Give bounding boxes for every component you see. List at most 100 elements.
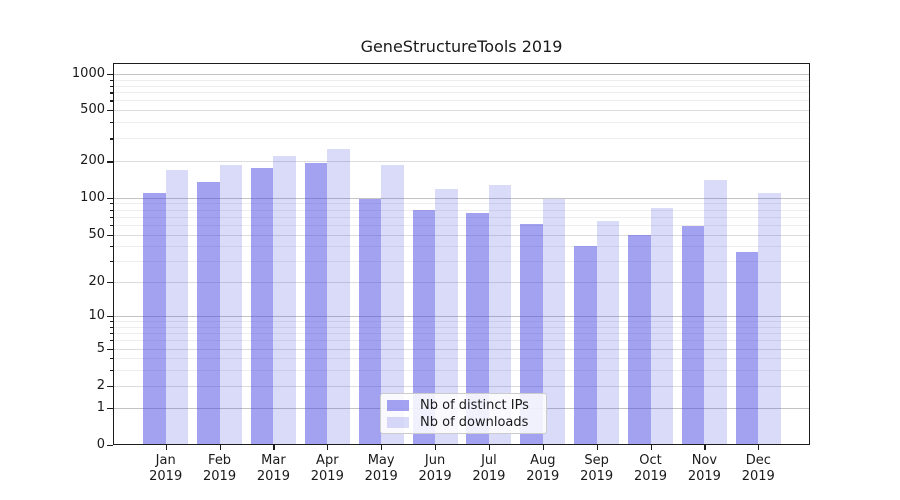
bar-downloads-dec <box>758 192 781 445</box>
x-tick-year: 2019 <box>526 468 560 484</box>
x-tick-label: Jan 2019 <box>136 453 196 484</box>
legend-label: Nb of downloads <box>420 414 529 430</box>
y-tick <box>107 234 113 236</box>
y-tick-label: 1000 <box>71 66 105 82</box>
major-gridline <box>113 161 810 163</box>
y-minor-tick <box>110 321 113 323</box>
y-minor-tick <box>110 261 113 263</box>
y-tick <box>107 282 113 284</box>
y-minor-tick <box>110 209 113 211</box>
x-tick-year: 2019 <box>580 468 614 484</box>
x-tick <box>327 445 329 450</box>
x-tick-year: 2019 <box>472 468 506 484</box>
x-tick <box>650 445 652 450</box>
bar-ips-may <box>358 199 382 445</box>
x-tick <box>273 445 275 450</box>
x-tick-year: 2019 <box>310 468 344 484</box>
legend-item: Nb of downloads <box>387 414 537 430</box>
x-tick-label: Jun 2019 <box>405 453 465 484</box>
y-tick-label: 500 <box>80 101 105 117</box>
minor-gridline <box>113 246 810 248</box>
y-tick <box>107 109 113 111</box>
bar-ips-jul <box>466 213 489 445</box>
x-tick-year: 2019 <box>364 468 398 484</box>
bar-downloads-nov <box>704 180 727 445</box>
y-minor-tick <box>110 122 113 124</box>
y-tick <box>107 407 113 409</box>
bar-downloads-oct <box>650 208 674 445</box>
x-tick <box>165 445 167 450</box>
minor-gridline <box>113 357 810 359</box>
legend-item: Nb of distinct IPs <box>387 397 537 413</box>
minor-gridline <box>113 79 810 81</box>
y-minor-tick <box>110 357 113 360</box>
bar-downloads-sep <box>596 220 620 445</box>
y-tick-label: 20 <box>88 274 105 290</box>
minor-gridline <box>113 209 810 211</box>
x-tick-label: Jul 2019 <box>459 453 519 484</box>
y-minor-tick <box>110 216 113 218</box>
x-tick <box>758 445 760 450</box>
x-tick-year: 2019 <box>633 468 668 484</box>
y-tick-label: 1 <box>96 399 105 415</box>
minor-gridline <box>113 321 810 323</box>
minor-gridline <box>113 100 810 102</box>
y-minor-tick <box>110 246 113 248</box>
x-tick-label: Sep 2019 <box>567 453 627 484</box>
bar-ips-feb <box>197 181 220 445</box>
y-tick <box>107 445 113 447</box>
x-tick <box>381 445 383 450</box>
major-gridline <box>113 386 810 388</box>
y-minor-tick <box>110 79 113 81</box>
bar-ips-aug <box>520 224 543 445</box>
y-tick <box>107 197 113 199</box>
major-gridline <box>113 74 810 76</box>
minor-gridline <box>113 340 810 342</box>
bar-ips-sep <box>574 246 597 445</box>
y-tick <box>107 74 113 76</box>
minor-gridline <box>113 261 810 263</box>
major-gridline <box>113 197 810 199</box>
minor-gridline <box>113 138 810 140</box>
y-tick-label: 10 <box>88 308 105 324</box>
x-tick-label: Dec 2019 <box>728 453 788 484</box>
y-minor-tick <box>110 326 113 328</box>
bar-downloads-aug <box>542 198 566 445</box>
y-tick-label: 0 <box>96 437 105 452</box>
bar-ips-jun <box>412 209 436 445</box>
y-minor-tick <box>110 332 113 335</box>
minor-gridline <box>113 203 810 205</box>
bar-ips-jan <box>143 192 166 445</box>
x-tick <box>219 445 221 450</box>
bar-downloads-feb <box>219 165 243 445</box>
bar-ips-dec <box>735 251 759 445</box>
x-tick-label: Oct 2019 <box>621 453 681 484</box>
x-tick-year: 2019 <box>256 468 290 484</box>
y-minor-tick <box>110 92 113 94</box>
minor-gridline <box>113 369 810 371</box>
minor-gridline <box>113 332 810 334</box>
x-tick-year: 2019 <box>149 468 183 484</box>
minor-gridline <box>113 122 810 124</box>
y-tick-label: 200 <box>80 153 105 169</box>
x-tick-year: 2019 <box>418 468 452 484</box>
bar-downloads-mar <box>273 155 296 445</box>
x-tick-year: 2019 <box>203 468 237 484</box>
y-tick <box>107 161 113 163</box>
x-tick-label: Mar 2019 <box>243 453 303 484</box>
legend: Nb of distinct IPs Nb of downloads <box>380 393 547 434</box>
x-tick-year: 2019 <box>741 468 775 484</box>
x-tick-label: Nov 2019 <box>674 453 734 484</box>
bar-downloads-jun <box>435 189 458 445</box>
y-minor-tick <box>110 340 113 342</box>
major-gridline <box>113 282 810 284</box>
minor-gridline <box>113 326 810 328</box>
bar-downloads-jul <box>488 185 512 445</box>
bar-ips-nov <box>681 225 705 445</box>
y-minor-tick <box>110 203 113 205</box>
legend-label: Nb of distinct IPs <box>420 397 529 413</box>
y-minor-tick <box>110 369 113 371</box>
x-tick-year: 2019 <box>687 468 721 484</box>
y-minor-tick <box>110 224 113 227</box>
y-minor-tick <box>110 138 113 140</box>
